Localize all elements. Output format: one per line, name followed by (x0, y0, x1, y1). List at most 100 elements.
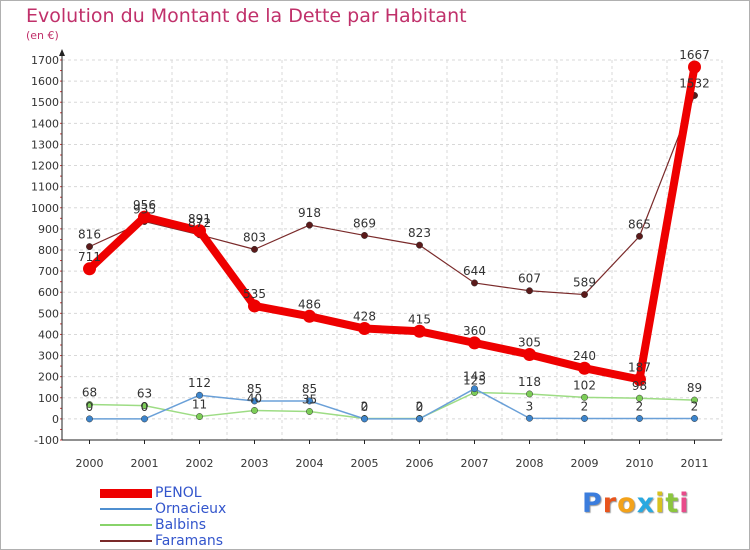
data-point-balbins (526, 390, 533, 398)
logo-letter: i (655, 488, 666, 519)
legend-swatch (100, 540, 152, 542)
data-label-faramans: 1532 (679, 76, 710, 90)
data-label-balbins: 68 (82, 386, 97, 400)
data-label-penol: 360 (463, 324, 486, 338)
data-point-ornacieux (471, 385, 478, 393)
y-tick-label: 1300 (31, 138, 59, 151)
y-tick-label: 600 (38, 286, 59, 299)
y-tick-label: 1400 (31, 117, 59, 130)
logo-letter: i (679, 488, 690, 519)
y-tick-label: -100 (34, 434, 59, 447)
data-point-penol (248, 299, 261, 313)
data-point-ornacieux (526, 414, 533, 422)
data-label-balbins: 40 (247, 391, 262, 405)
data-point-penol (578, 361, 591, 375)
data-point-penol (523, 348, 536, 361)
data-label-ornacieux: 3 (526, 399, 534, 413)
data-point-balbins (251, 406, 258, 414)
data-point-penol (193, 224, 206, 238)
data-point-faramans (581, 291, 588, 298)
data-label-balbins: 2 (416, 399, 424, 413)
data-label-penol: 891 (188, 212, 211, 226)
data-point-penol (633, 372, 646, 386)
y-tick-label: 800 (38, 244, 59, 257)
data-point-balbins (196, 413, 203, 421)
data-label-ornacieux: 0 (361, 400, 369, 414)
proxiti-logo: Proxiti (582, 488, 690, 519)
data-point-ornacieux (306, 397, 313, 405)
data-point-faramans (306, 221, 313, 229)
data-point-balbins (691, 396, 698, 404)
data-label-faramans: 589 (573, 276, 596, 290)
data-point-ornacieux (581, 415, 588, 422)
legend-label: Ornacieux (155, 501, 227, 517)
data-label-faramans: 872 (188, 216, 211, 230)
y-tick-label: 500 (38, 307, 59, 320)
data-point-penol (413, 324, 426, 338)
y-tick-label: 700 (38, 265, 59, 278)
data-label-faramans: 823 (408, 226, 431, 240)
x-tick-label: 2007 (461, 457, 489, 470)
legend-swatch (100, 488, 152, 498)
logo-letter: t (665, 488, 680, 519)
data-label-ornacieux: 0 (141, 400, 149, 414)
data-point-ornacieux (86, 415, 93, 423)
data-point-penol (303, 309, 316, 323)
y-tick-label: 1500 (31, 96, 59, 109)
data-point-penol (468, 336, 481, 350)
data-label-balbins: 98 (632, 379, 647, 393)
logo-letter: P (582, 488, 603, 519)
x-tick-label: 2003 (241, 457, 269, 470)
data-point-faramans (251, 245, 258, 253)
x-tick-label: 2006 (406, 457, 434, 470)
data-point-faramans (471, 279, 478, 287)
data-label-balbins: 2 (361, 399, 369, 413)
data-label-ornacieux: 2 (581, 399, 589, 413)
y-axis-arrow (59, 49, 65, 56)
chart-subtitle: (en €) (26, 29, 59, 42)
data-label-penol: 1667 (679, 48, 710, 62)
y-tick-label: 400 (38, 328, 59, 341)
legend-swatch (100, 524, 152, 526)
x-tick-label: 2002 (186, 457, 214, 470)
x-tick-label: 2000 (76, 457, 104, 470)
data-point-faramans (361, 231, 368, 239)
data-label-ornacieux: 143 (463, 370, 486, 384)
data-point-faramans (636, 232, 643, 240)
x-tick-label: 2004 (296, 457, 324, 470)
legend-swatch (100, 508, 152, 510)
data-label-ornacieux: 0 (86, 400, 94, 414)
grid-lines (61, 59, 723, 441)
data-label-ornacieux: 0 (416, 400, 424, 414)
logo-letter: o (617, 488, 637, 519)
data-label-ornacieux: 2 (691, 399, 699, 413)
chart-title: Evolution du Montant de la Dette par Hab… (26, 5, 467, 27)
data-label-penol: 535 (243, 287, 266, 301)
data-point-ornacieux (196, 391, 203, 399)
data-point-balbins (86, 401, 93, 408)
axes: -100010020030040050060070080090010001100… (31, 49, 722, 470)
data-label-penol: 305 (518, 336, 541, 350)
data-label-penol: 415 (408, 312, 431, 326)
logo-letter: x (636, 488, 656, 519)
logo-letter: r (602, 488, 618, 519)
data-point-balbins (581, 393, 588, 401)
legend-label: Balbins (155, 517, 207, 533)
data-point-ornacieux (691, 415, 698, 422)
y-tick-label: 200 (38, 371, 59, 384)
data-point-faramans (526, 287, 533, 295)
data-label-balbins: 118 (518, 375, 541, 389)
data-point-ornacieux (416, 415, 423, 423)
data-point-faramans (416, 241, 423, 249)
data-label-ornacieux: 85 (247, 382, 262, 396)
y-tick-label: 900 (38, 223, 59, 236)
data-point-penol (83, 262, 96, 276)
data-label-ornacieux: 112 (188, 376, 211, 390)
y-tick-label: 1600 (31, 75, 59, 88)
x-tick-label: 2010 (626, 457, 654, 470)
data-label-penol: 428 (353, 310, 376, 324)
y-tick-label: 1700 (31, 54, 59, 67)
data-label-penol: 187 (628, 360, 651, 374)
y-tick-label: 1100 (31, 181, 59, 194)
y-tick-label: 1000 (31, 202, 59, 215)
